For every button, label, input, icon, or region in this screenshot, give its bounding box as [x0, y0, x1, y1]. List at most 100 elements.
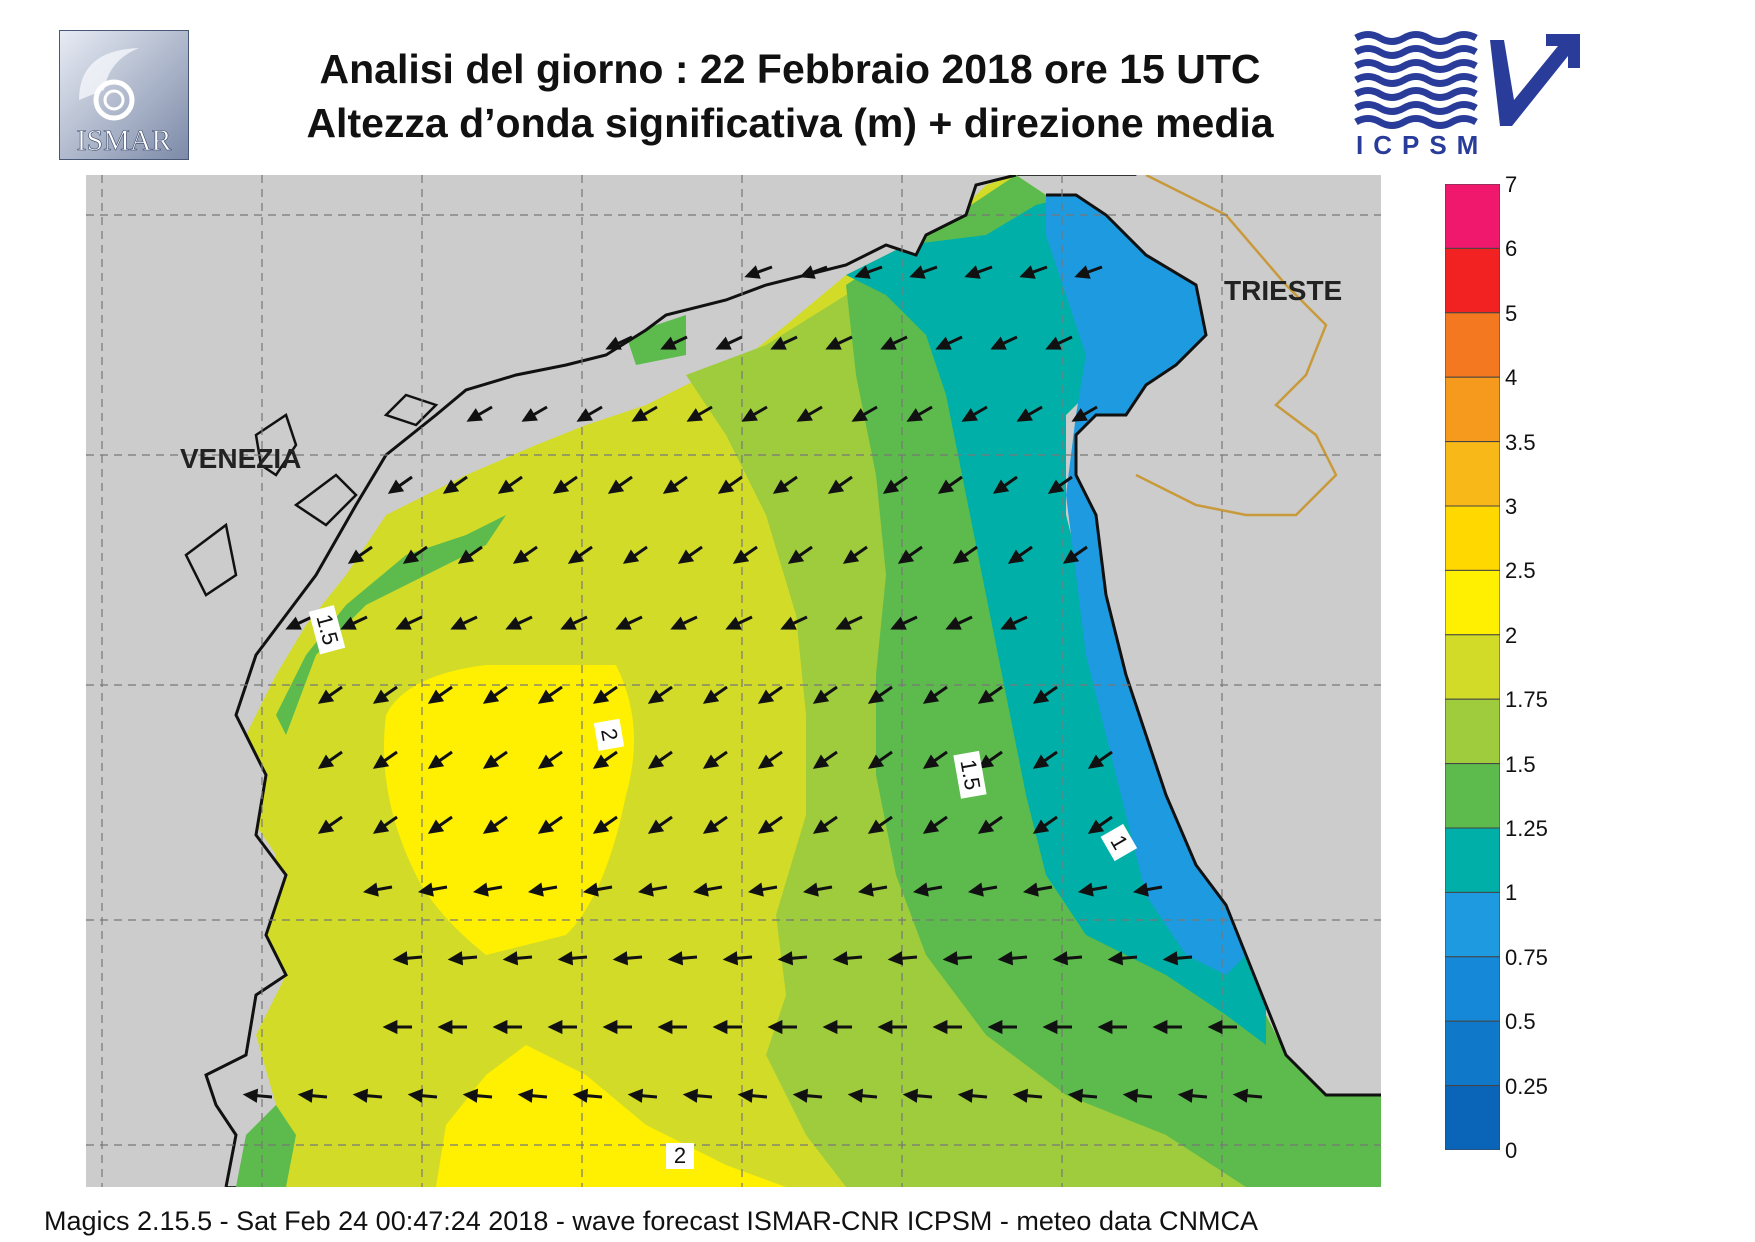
direction-arrowhead — [605, 336, 622, 350]
direction-arrowhead — [352, 1088, 369, 1103]
direction-arrows — [242, 265, 1263, 1103]
icpsm-logo: ICPSM — [1350, 30, 1590, 162]
direction-arrowhead — [977, 819, 995, 834]
direction-arrowhead — [472, 882, 489, 897]
direction-arrowhead — [297, 1088, 314, 1103]
colorbar-swatch — [1444, 441, 1501, 507]
direction-arrowhead — [567, 549, 585, 564]
direction-arrowhead — [1052, 951, 1069, 966]
direction-arrowhead — [741, 408, 758, 422]
direction-arrowhead — [557, 951, 574, 966]
direction-arrowhead — [997, 951, 1014, 966]
direction-arrowhead — [822, 1019, 838, 1035]
colorbar-swatch — [1444, 891, 1501, 958]
direction-arrowhead — [702, 819, 720, 834]
colorbar-tick-label: 4 — [1505, 365, 1518, 391]
direction-arrowhead — [537, 819, 555, 834]
direction-arrowhead — [660, 336, 677, 350]
direction-arrowhead — [932, 1019, 948, 1035]
colorbar-tick-label: 2.5 — [1505, 558, 1536, 584]
direction-arrowhead — [1032, 819, 1050, 834]
colorbar-swatch — [1444, 505, 1501, 571]
direction-arrowhead — [957, 1088, 974, 1103]
direction-arrowhead — [877, 1019, 893, 1035]
colorbar-swatch — [1444, 763, 1501, 829]
direction-arrowhead — [725, 616, 742, 630]
direction-arrowhead — [812, 754, 830, 769]
direction-arrowhead — [552, 479, 570, 494]
direction-arrowhead — [717, 479, 735, 494]
direction-arrowhead — [1152, 1019, 1168, 1035]
direction-arrowhead — [906, 408, 923, 422]
direction-arrowhead — [702, 689, 720, 704]
direction-arrowhead — [1042, 1019, 1058, 1035]
direction-arrowhead — [560, 616, 577, 630]
wave-height-map: 1.5 2 1.5 1 2 VENEZIA TRIESTE — [85, 173, 1382, 1188]
direction-arrowhead — [942, 951, 959, 966]
direction-arrowhead — [847, 1088, 864, 1103]
direction-arrowhead — [612, 951, 629, 966]
colorbar-swatch — [1444, 247, 1501, 314]
direction-arrowhead — [402, 549, 420, 564]
direction-arrowhead — [505, 616, 522, 630]
direction-arrowhead — [867, 754, 885, 769]
direction-arrowhead — [912, 882, 929, 897]
colorbar-tick-label: 2 — [1505, 622, 1518, 648]
direction-arrowhead — [1007, 549, 1025, 564]
contour-label-3: 1.5 — [956, 758, 986, 792]
direction-arrowhead — [757, 689, 775, 704]
direction-arrowhead — [662, 479, 680, 494]
direction-arrowhead — [285, 616, 302, 630]
direction-arrowhead — [1012, 1088, 1029, 1103]
direction-arrowhead — [317, 819, 335, 834]
direction-arrowhead — [437, 1019, 453, 1035]
direction-arrowhead — [1074, 265, 1091, 279]
direction-arrowhead — [890, 616, 907, 630]
direction-arrowhead — [482, 689, 500, 704]
direction-arrowhead — [517, 1088, 534, 1103]
colorbar-swatch — [1444, 634, 1501, 700]
colorbar-swatch — [1444, 956, 1501, 1022]
city-trieste: TRIESTE — [1224, 275, 1343, 306]
direction-arrowhead — [757, 754, 775, 769]
direction-arrowhead — [1107, 951, 1124, 966]
direction-arrowhead — [832, 951, 849, 966]
colorbar-swatch — [1444, 827, 1501, 893]
direction-arrowhead — [867, 819, 885, 834]
ismar-logo-text: ISMAR — [76, 124, 171, 157]
direction-arrowhead — [825, 336, 842, 350]
direction-arrowhead — [622, 549, 640, 564]
direction-arrowhead — [770, 336, 787, 350]
direction-arrowhead — [242, 1088, 259, 1103]
direction-arrowhead — [767, 1019, 783, 1035]
direction-arrowhead — [1162, 951, 1179, 966]
direction-arrowhead — [922, 819, 940, 834]
direction-arrowhead — [677, 549, 695, 564]
direction-arrowhead — [867, 689, 885, 704]
direction-arrowhead — [842, 549, 860, 564]
direction-arrowhead — [1019, 265, 1036, 279]
direction-arrowhead — [592, 689, 610, 704]
direction-arrowhead — [772, 479, 790, 494]
direction-arrowhead — [647, 689, 665, 704]
direction-arrowhead — [407, 1088, 424, 1103]
direction-arrowhead — [827, 479, 845, 494]
direction-arrowhead — [1097, 1019, 1113, 1035]
colorbar-swatch — [1444, 569, 1501, 636]
colorbar-swatch — [1444, 1020, 1501, 1087]
direction-arrowhead — [812, 819, 830, 834]
direction-arrowhead — [792, 1088, 809, 1103]
direction-arrowhead — [427, 819, 445, 834]
colorbar-tick-label: 1.75 — [1505, 687, 1548, 713]
direction-arrowhead — [1232, 1088, 1249, 1103]
direction-arrowhead — [1087, 819, 1105, 834]
direction-arrowhead — [502, 951, 519, 966]
direction-arrowhead — [909, 265, 926, 279]
footer-credits: Magics 2.15.5 - Sat Feb 24 00:47:24 2018… — [44, 1206, 1258, 1236]
direction-arrowhead — [602, 1019, 618, 1035]
direction-arrowhead — [482, 819, 500, 834]
colorbar-tick-label: 1 — [1505, 880, 1518, 906]
direction-arrowhead — [392, 951, 409, 966]
direction-arrowhead — [787, 549, 805, 564]
direction-arrowhead — [935, 336, 952, 350]
